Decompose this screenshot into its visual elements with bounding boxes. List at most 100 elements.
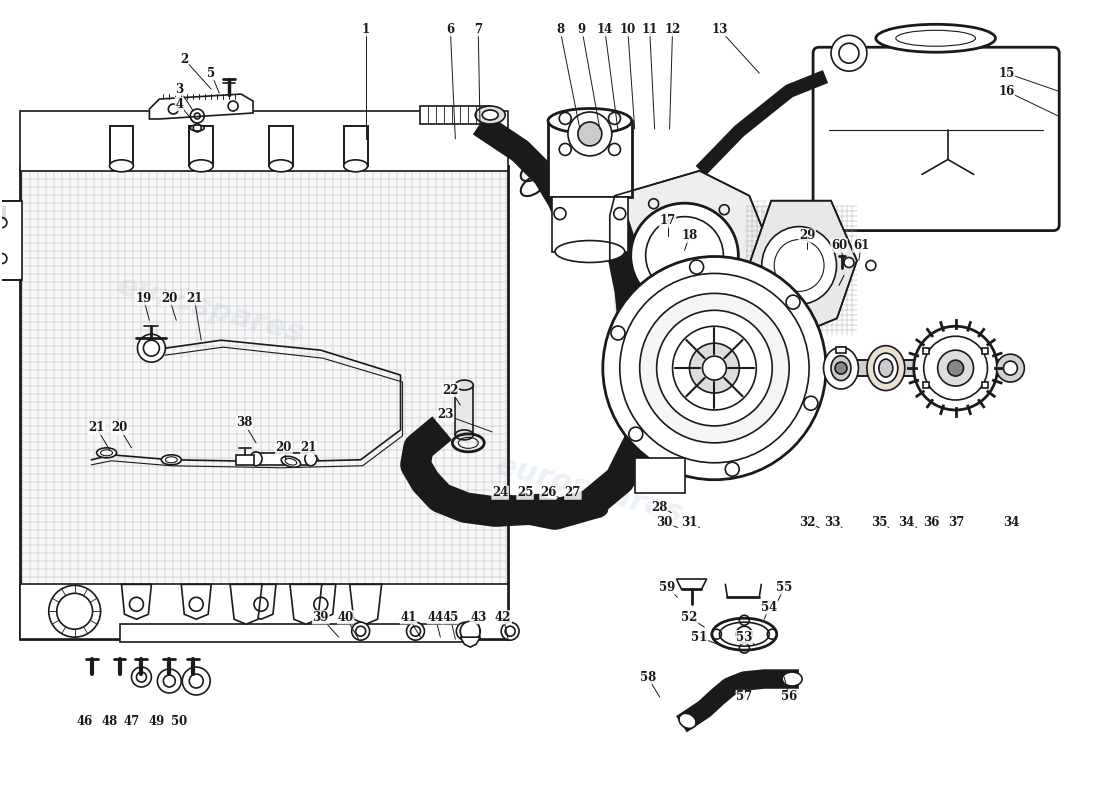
Text: 20: 20	[111, 422, 128, 434]
Bar	[22, 113, 506, 169]
Text: 34: 34	[1003, 516, 1020, 529]
Ellipse shape	[110, 160, 133, 172]
Text: 39: 39	[312, 610, 329, 624]
Bar	[688, 241, 705, 262]
Circle shape	[629, 427, 642, 441]
Ellipse shape	[482, 110, 498, 120]
Bar	[552, 197, 628, 251]
Circle shape	[703, 356, 726, 380]
Ellipse shape	[97, 448, 117, 458]
Bar	[20, 166, 508, 639]
Circle shape	[559, 113, 571, 125]
Bar	[548, 121, 631, 197]
Text: 42: 42	[495, 610, 512, 624]
Text: 25: 25	[517, 486, 534, 499]
Text: 30: 30	[657, 516, 673, 529]
Circle shape	[725, 462, 739, 476]
Text: 40: 40	[338, 610, 354, 624]
Text: 46: 46	[77, 715, 92, 728]
Circle shape	[914, 326, 998, 410]
Ellipse shape	[455, 430, 473, 440]
FancyBboxPatch shape	[813, 47, 1059, 230]
Circle shape	[143, 340, 160, 356]
Text: 21: 21	[88, 422, 104, 434]
Ellipse shape	[824, 347, 858, 389]
Text: 34: 34	[899, 516, 915, 529]
Circle shape	[997, 354, 1024, 382]
Circle shape	[568, 112, 612, 156]
Ellipse shape	[630, 203, 738, 308]
Circle shape	[48, 586, 100, 637]
Circle shape	[407, 622, 425, 640]
Text: 32: 32	[799, 516, 815, 529]
Text: 51: 51	[692, 630, 707, 644]
Text: 58: 58	[639, 670, 656, 683]
Circle shape	[804, 396, 818, 410]
Circle shape	[559, 143, 571, 155]
Text: 16: 16	[999, 85, 1014, 98]
Ellipse shape	[190, 125, 205, 131]
Text: 24: 24	[492, 486, 508, 499]
Circle shape	[657, 310, 772, 426]
Circle shape	[57, 594, 92, 630]
Text: 7: 7	[474, 22, 482, 36]
Circle shape	[456, 622, 474, 640]
Ellipse shape	[876, 24, 996, 52]
Ellipse shape	[895, 30, 976, 46]
Text: 12: 12	[664, 22, 681, 36]
Text: 37: 37	[948, 516, 965, 529]
Text: 13: 13	[712, 22, 727, 36]
Ellipse shape	[250, 452, 262, 466]
Text: 20: 20	[161, 292, 177, 305]
Text: 17: 17	[660, 214, 675, 227]
Text: 18: 18	[681, 229, 697, 242]
Ellipse shape	[189, 160, 213, 172]
Ellipse shape	[662, 231, 684, 251]
Circle shape	[1003, 361, 1018, 375]
Polygon shape	[182, 584, 211, 619]
Polygon shape	[246, 584, 276, 619]
Ellipse shape	[867, 346, 905, 390]
Text: 43: 43	[470, 610, 486, 624]
Text: 21: 21	[186, 292, 202, 305]
Text: 41: 41	[400, 610, 417, 624]
Circle shape	[502, 622, 519, 640]
Ellipse shape	[343, 160, 367, 172]
Text: 49: 49	[148, 715, 165, 728]
Bar	[22, 170, 506, 639]
Text: 3: 3	[175, 82, 184, 95]
Text: 52: 52	[681, 610, 697, 624]
Circle shape	[947, 360, 964, 376]
Circle shape	[844, 258, 854, 267]
Text: 55: 55	[777, 581, 792, 594]
Text: 33: 33	[824, 516, 840, 529]
Bar	[635, 458, 684, 493]
Bar	[270, 126, 293, 166]
Circle shape	[830, 35, 867, 71]
Polygon shape	[306, 584, 336, 619]
Text: 61: 61	[852, 239, 869, 252]
Text: 36: 36	[924, 516, 939, 529]
Bar	[982, 382, 989, 388]
Text: 15: 15	[999, 66, 1014, 80]
Text: 21: 21	[300, 442, 317, 454]
Ellipse shape	[830, 356, 851, 381]
Text: 29: 29	[799, 229, 815, 242]
Bar	[836, 347, 846, 353]
Text: eurospares: eurospares	[114, 271, 308, 350]
Bar	[236, 455, 254, 465]
Bar	[455, 385, 473, 435]
Bar	[923, 382, 928, 388]
Circle shape	[460, 622, 481, 641]
Bar	[0, 201, 22, 281]
Circle shape	[608, 143, 620, 155]
Ellipse shape	[162, 455, 182, 465]
Circle shape	[608, 113, 620, 125]
Bar	[189, 126, 213, 166]
Bar	[923, 348, 928, 354]
Text: 50: 50	[172, 715, 187, 728]
Polygon shape	[460, 637, 481, 647]
Ellipse shape	[455, 380, 473, 390]
Ellipse shape	[879, 359, 893, 377]
Text: 20: 20	[276, 442, 293, 454]
